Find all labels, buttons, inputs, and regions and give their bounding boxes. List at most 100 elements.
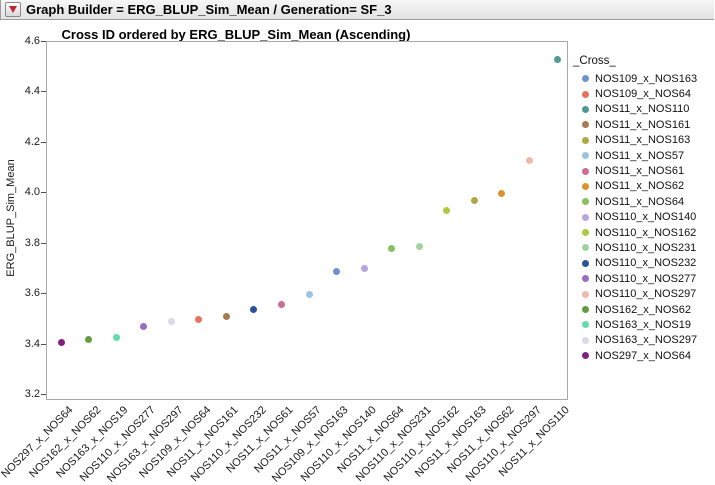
legend-item[interactable]: NOS11_x_NOS61 <box>573 163 713 178</box>
data-point[interactable] <box>498 189 506 197</box>
legend-marker <box>582 336 589 344</box>
legend-marker <box>582 90 589 98</box>
window-title: Graph Builder = ERG_BLUP_Sim_Mean / Gene… <box>26 2 392 17</box>
y-tick-mark <box>41 192 46 194</box>
legend-item-label: NOS11_x_NOS163 <box>595 134 691 147</box>
legend-marker <box>582 352 589 360</box>
legend-item[interactable]: NOS11_x_NOS163 <box>573 133 713 148</box>
legend-item[interactable]: NOS11_x_NOS62 <box>573 179 713 194</box>
legend-item-label: NOS110_x_NOS277 <box>595 272 697 285</box>
legend-item[interactable]: NOS110_x_NOS162 <box>573 225 713 240</box>
data-point[interactable] <box>526 157 534 164</box>
legend-marker <box>582 167 589 175</box>
y-tick-label: 4.6 <box>24 35 40 47</box>
red-triangle-icon <box>9 6 17 13</box>
legend-marker <box>582 244 589 252</box>
y-tick-label: 4.2 <box>24 135 40 148</box>
legend-item-label: NOS11_x_NOS64 <box>595 195 685 208</box>
data-point[interactable] <box>112 333 120 341</box>
data-point[interactable] <box>305 290 313 298</box>
legend-item[interactable]: NOS11_x_NOS110 <box>573 102 713 117</box>
legend-item-label: NOS110_x_NOS297 <box>595 288 697 301</box>
y-tick-mark <box>41 242 46 244</box>
legend-marker <box>582 290 589 298</box>
legend-item-label: NOS162_x_NOS62 <box>595 303 691 316</box>
data-point[interactable] <box>388 245 396 253</box>
legend-item[interactable]: NOS297_x_NOS64 <box>573 348 713 363</box>
legend-item[interactable]: NOS11_x_NOS161 <box>573 117 713 132</box>
data-point[interactable] <box>250 305 258 313</box>
legend-item[interactable]: NOS163_x_NOS19 <box>573 317 713 332</box>
data-point[interactable] <box>167 318 175 326</box>
y-tick-label: 3.2 <box>24 388 40 400</box>
legend-item[interactable]: NOS110_x_NOS231 <box>573 240 713 255</box>
legend-item[interactable]: NOS110_x_NOS277 <box>573 271 713 286</box>
y-tick-label: 3.4 <box>24 337 40 350</box>
data-point[interactable] <box>333 267 341 275</box>
legend-item-label: NOS110_x_NOS162 <box>595 226 697 239</box>
data-point[interactable] <box>195 315 203 323</box>
data-point[interactable] <box>277 300 285 308</box>
legend-marker <box>582 229 589 237</box>
y-tick-mark <box>41 141 46 143</box>
legend-item-label: NOS110_x_NOS140 <box>595 211 697 224</box>
legend-item-label: NOS297_x_NOS64 <box>595 349 691 362</box>
legend-item[interactable]: NOS11_x_NOS64 <box>573 194 713 209</box>
legend-marker <box>582 75 589 83</box>
legend-marker <box>582 321 589 329</box>
data-point[interactable] <box>553 56 561 64</box>
red-triangle-menu-button[interactable] <box>5 2 21 17</box>
data-point[interactable] <box>443 207 451 215</box>
legend-marker <box>582 306 589 314</box>
data-point[interactable] <box>360 265 368 273</box>
graph-builder-titlebar: Graph Builder = ERG_BLUP_Sim_Mean / Gene… <box>0 0 714 20</box>
data-point[interactable] <box>470 197 478 205</box>
legend-item-label: NOS11_x_NOS110 <box>595 103 690 116</box>
y-tick-label: 3.6 <box>24 287 40 300</box>
legend-marker <box>582 182 589 190</box>
legend-marker <box>582 198 589 206</box>
legend-item-label: NOS11_x_NOS161 <box>595 118 691 131</box>
legend-item[interactable]: NOS109_x_NOS64 <box>573 86 713 101</box>
data-point[interactable] <box>415 242 423 250</box>
data-point[interactable] <box>57 338 65 346</box>
data-point[interactable] <box>140 323 148 331</box>
data-point[interactable] <box>222 313 230 321</box>
legend-item-label: NOS110_x_NOS232 <box>595 257 697 270</box>
legend-title: _Cross_ <box>573 55 616 67</box>
legend-item-label: NOS11_x_NOS57 <box>595 149 685 162</box>
legend-marker <box>582 259 589 267</box>
legend-item-label: NOS163_x_NOS19 <box>595 318 691 331</box>
legend-marker <box>582 275 589 283</box>
legend-item[interactable]: NOS163_x_NOS297 <box>573 333 713 348</box>
legend-item-label: NOS109_x_NOS64 <box>595 88 691 101</box>
legend-item[interactable]: NOS110_x_NOS140 <box>573 210 713 225</box>
legend-item[interactable]: NOS11_x_NOS57 <box>573 148 713 163</box>
legend-item[interactable]: NOS110_x_NOS297 <box>573 286 713 301</box>
legend-marker <box>582 213 589 221</box>
y-tick-mark <box>41 293 46 295</box>
legend-marker <box>582 136 589 144</box>
legend-item-label: NOS163_x_NOS297 <box>595 334 698 347</box>
legend-item[interactable]: NOS110_x_NOS232 <box>573 256 713 271</box>
legend-item[interactable]: NOS162_x_NOS62 <box>573 302 713 317</box>
y-axis-title: ERG_BLUP_Sim_Mean <box>5 159 17 277</box>
legend-marker <box>582 105 589 113</box>
legend-item-label: NOS11_x_NOS61 <box>595 165 685 178</box>
legend-marker <box>582 121 589 129</box>
legend-item-label: NOS109_x_NOS163 <box>595 72 698 85</box>
y-tick-label: 4.0 <box>24 186 40 199</box>
legend-item-label: NOS110_x_NOS231 <box>595 241 697 254</box>
y-tick-mark <box>41 41 46 42</box>
legend-item-label: NOS11_x_NOS62 <box>595 180 685 193</box>
y-tick-label: 3.8 <box>24 236 40 249</box>
legend: _Cross_ NOS109_x_NOS163 NOS109_x_NOS64 NOS… <box>573 55 713 363</box>
plot-area <box>46 41 568 400</box>
y-tick-mark <box>41 394 46 395</box>
chart-title: Cross ID ordered by ERG_BLUP_Sim_Mean (A… <box>61 27 411 42</box>
y-tick-label: 4.4 <box>24 85 40 98</box>
data-point[interactable] <box>85 336 93 344</box>
y-tick-mark <box>41 91 46 93</box>
y-tick-mark <box>41 343 46 345</box>
legend-item[interactable]: NOS109_x_NOS163 <box>573 71 713 86</box>
